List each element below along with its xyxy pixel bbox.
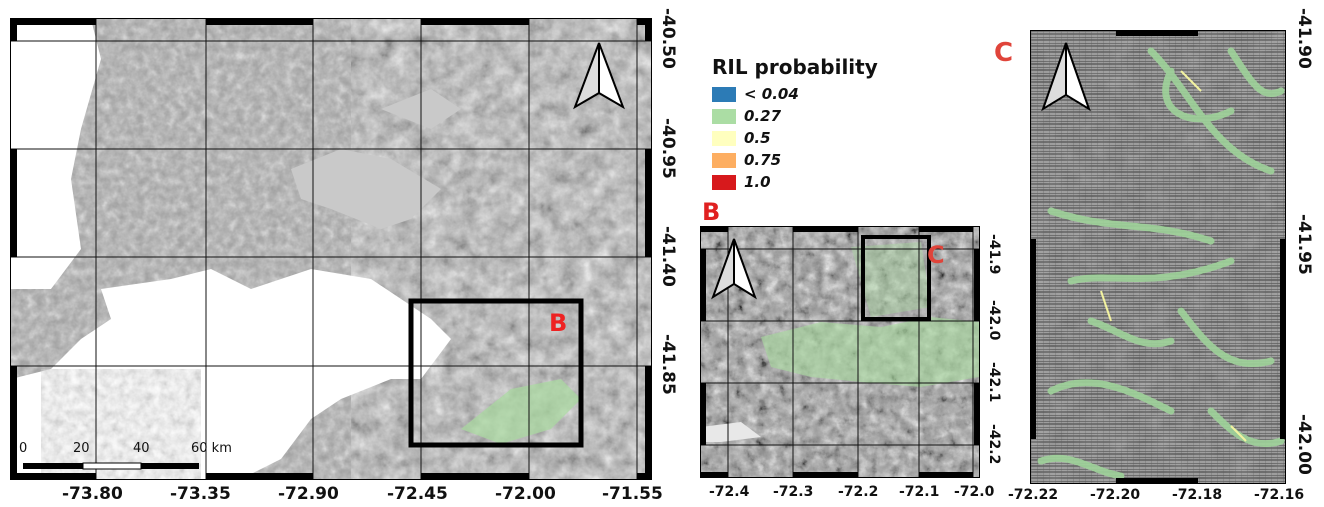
panel-a-x-tick: -73.80 [62,484,123,504]
legend-item: 1.0 [712,171,878,193]
map-b-terrain [701,227,979,477]
legend-swatch [712,130,736,146]
scale-label-20: 20 [73,441,90,456]
scale-label-40: 40 [133,441,150,456]
panel-a-y-tick: -41.40 [658,226,678,287]
panel-c-y-tick: -42.00 [1294,414,1314,475]
panel-a-y-tick: -40.95 [658,118,678,179]
panel-b-x-tick: -72.3 [773,484,814,500]
panel-a-x-tick: -71.55 [602,484,663,504]
legend-item: 0.75 [712,149,878,171]
map-c-terrain [1031,31,1285,483]
panel-c-letter: C [994,38,1014,68]
panel-c-x-tick: -72.22 [1008,487,1059,503]
inset-b-label: B [549,309,568,337]
legend-item: 0.5 [712,127,878,149]
legend-label: 1.0 [744,173,771,191]
panel-b-y-tick: -42.2 [986,424,1002,465]
panel-b-y-tick: -41.9 [986,234,1002,275]
panel-b-y-tick: -42.0 [986,300,1002,341]
panel-b-x-tick: -72.0 [954,484,995,500]
panel-c-x-tick: -72.20 [1090,487,1141,503]
map-panel-c[interactable] [1030,30,1286,484]
map-panel-b[interactable]: C [700,226,980,478]
panel-a-x-tick: -73.35 [170,484,231,504]
legend-title: RIL probability [712,55,878,79]
panel-b-y-tick: -42.1 [986,362,1002,403]
panel-c-x-tick: -72.18 [1172,487,1223,503]
panel-a-x-tick: -72.00 [495,484,556,504]
legend-label: 0.75 [744,151,782,169]
legend: RIL probability < 0.04 0.27 0.5 0.75 1.0 [712,55,878,193]
map-a-terrain [11,19,651,479]
panel-a-y-tick: -40.50 [658,8,678,69]
legend-swatch [712,152,736,168]
scale-label-60km: 60 km [191,441,232,456]
legend-swatch [712,174,736,190]
panel-b-x-tick: -72.1 [899,484,940,500]
panel-b-x-tick: -72.2 [838,484,879,500]
panel-a-x-tick: -72.45 [387,484,448,504]
legend-swatch [712,108,736,124]
legend-swatch [712,86,736,102]
panel-c-y-tick: -41.95 [1294,214,1314,275]
map-panel-a[interactable]: B 0 20 40 60 km [10,18,652,480]
legend-item: < 0.04 [712,83,878,105]
legend-item: 0.27 [712,105,878,127]
panel-c-x-tick: -72.16 [1254,487,1305,503]
inset-c-label: C [927,241,945,269]
panel-c-y-tick: -41.90 [1294,8,1314,69]
panel-b-letter: B [702,198,721,226]
scale-label-0: 0 [19,441,28,456]
legend-label: 0.5 [744,129,771,147]
panel-b-x-tick: -72.4 [709,484,750,500]
panel-a-y-tick: -41.85 [658,334,678,395]
legend-label: 0.27 [744,107,782,125]
panel-a-x-tick: -72.90 [278,484,339,504]
legend-label: < 0.04 [744,85,799,103]
